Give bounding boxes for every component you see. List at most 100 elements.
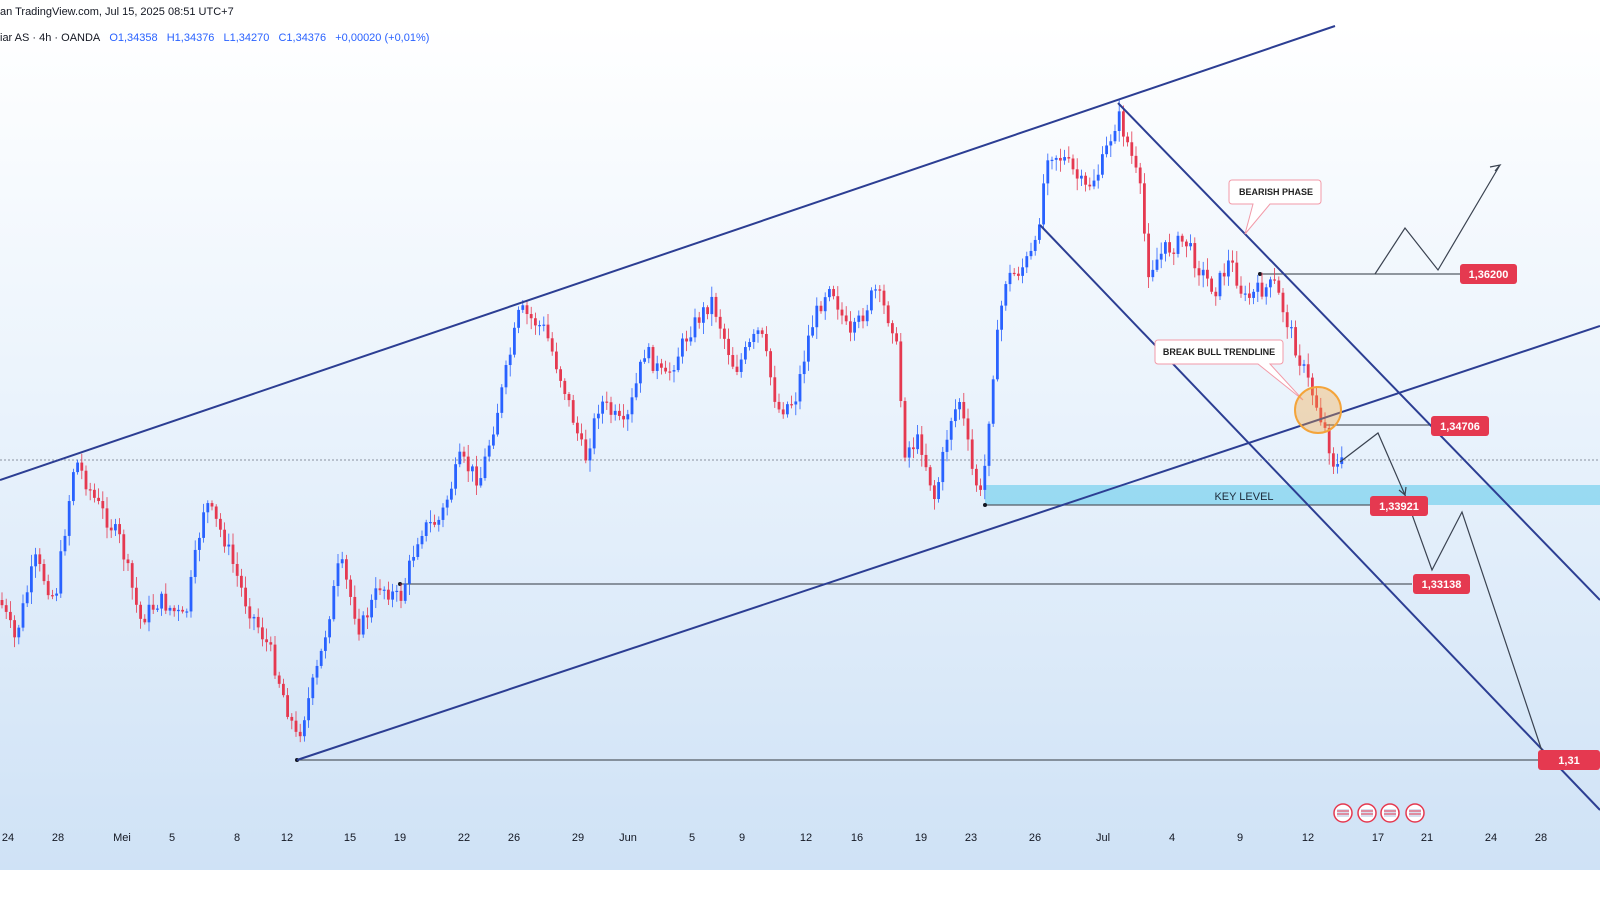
candle <box>605 391 609 410</box>
candle <box>290 713 294 730</box>
chart-canvas[interactable]: KEY LEVEL BEARISH PHASE BREAK BULL TRENDL… <box>0 24 1600 870</box>
candle <box>1285 304 1289 339</box>
event-flag-icon[interactable] <box>1405 803 1425 823</box>
candle <box>151 594 155 614</box>
candle-body <box>882 290 886 306</box>
candle <box>193 540 197 584</box>
candle-body <box>857 315 861 322</box>
candle-body <box>571 400 575 423</box>
candle-body <box>387 589 390 600</box>
candle <box>966 408 970 451</box>
event-flag-icon[interactable] <box>1357 803 1377 823</box>
candle-body <box>1201 269 1205 276</box>
candle <box>1042 174 1045 230</box>
candle <box>88 482 92 501</box>
candle-body <box>1071 158 1075 170</box>
candle-body <box>1000 305 1003 330</box>
candle-body <box>1290 327 1293 329</box>
candle-body <box>210 503 214 507</box>
candle-body <box>42 564 46 582</box>
candle <box>1176 231 1180 258</box>
candle <box>63 529 67 556</box>
candle-body <box>1306 364 1310 378</box>
candle-body <box>1264 287 1268 297</box>
candle <box>219 513 222 538</box>
candle-body <box>294 720 298 732</box>
x-tick-label: 15 <box>344 832 356 844</box>
candle <box>382 586 386 600</box>
candle-body <box>1130 142 1134 156</box>
candle <box>462 446 466 463</box>
x-tick-label: 5 <box>689 832 695 844</box>
event-flag-icon-fill <box>1384 809 1396 817</box>
candle-body <box>374 588 378 600</box>
candle <box>374 577 378 609</box>
candle <box>1239 276 1243 298</box>
candle-body <box>156 608 159 610</box>
candle <box>282 678 285 698</box>
candle <box>790 395 793 409</box>
candle <box>672 365 676 383</box>
event-flag-icon-fill <box>1361 809 1373 817</box>
candle-body <box>786 404 789 415</box>
candle <box>1159 242 1163 269</box>
candle <box>189 570 193 618</box>
candle-body <box>172 607 176 612</box>
candle <box>496 403 499 437</box>
candle <box>622 404 625 428</box>
candle <box>181 606 184 614</box>
candle-body <box>1180 235 1184 242</box>
candle <box>546 313 550 342</box>
candle-body <box>214 506 218 519</box>
x-tick-label: Jun <box>619 832 637 844</box>
candle-body <box>315 665 319 678</box>
candle-body <box>773 377 777 402</box>
candle-body <box>391 591 394 600</box>
candle <box>1134 146 1138 173</box>
candle-body <box>580 433 583 440</box>
candle <box>937 477 940 503</box>
candle <box>1235 251 1239 289</box>
candle-body <box>1075 169 1079 179</box>
candle <box>353 585 357 625</box>
candle <box>1243 285 1247 302</box>
candle-body <box>1218 272 1222 297</box>
x-tick-label: 8 <box>234 832 240 844</box>
candle-body <box>1092 180 1096 187</box>
candle <box>1017 266 1020 281</box>
candle <box>1046 153 1050 196</box>
candle-body <box>723 328 726 339</box>
candle <box>786 401 789 418</box>
event-flag-icon[interactable] <box>1333 803 1353 823</box>
candle <box>458 443 462 468</box>
candle <box>958 398 961 420</box>
candle <box>1080 169 1083 186</box>
candle-body <box>231 544 235 564</box>
candle-body <box>34 554 37 567</box>
candle-body <box>311 677 315 699</box>
candle <box>1214 287 1218 306</box>
candle-body <box>412 556 415 561</box>
candle <box>1038 218 1041 244</box>
event-flag-icon[interactable] <box>1380 803 1400 823</box>
candle-body <box>672 370 676 372</box>
candle <box>76 459 79 475</box>
candle <box>122 529 126 572</box>
candle <box>399 583 403 609</box>
candle-body <box>269 642 273 645</box>
candle <box>664 360 667 374</box>
bearish-phase-callout <box>1228 179 1322 235</box>
candle <box>336 554 340 597</box>
candle <box>634 372 638 401</box>
candle-body <box>508 354 512 366</box>
candle-body <box>1239 285 1243 294</box>
chart-area[interactable]: KEY LEVEL BEARISH PHASE BREAK BULL TRENDL… <box>0 24 1600 870</box>
candle <box>970 429 974 476</box>
candle-body <box>1084 175 1087 185</box>
price-tag-1-text: 1,36200 <box>1469 269 1509 281</box>
candle-body <box>1021 267 1024 276</box>
candle <box>727 328 730 365</box>
candle-body <box>844 315 848 322</box>
candle-body <box>408 560 411 584</box>
candle-body <box>744 347 747 360</box>
